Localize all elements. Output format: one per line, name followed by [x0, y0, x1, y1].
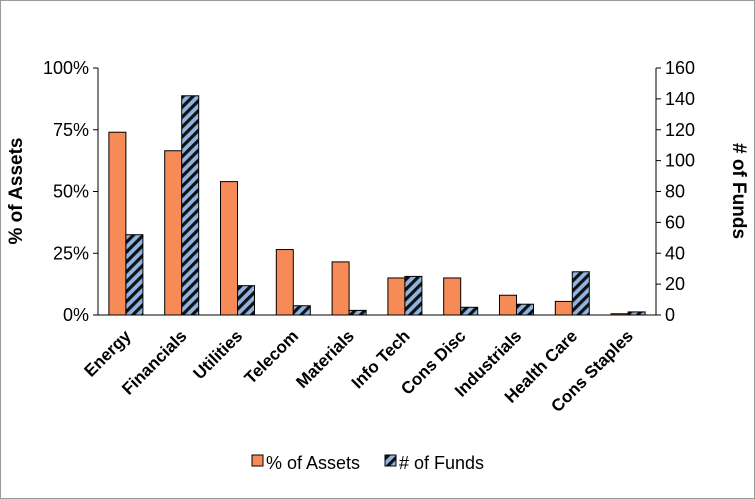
bar-assets-energy — [108, 131, 127, 316]
bar-funds-telecom — [292, 305, 311, 316]
y-axis-right-title: # of Funds — [728, 143, 749, 239]
y-axis-right-tick-label: 0 — [665, 305, 675, 325]
y-axis-right-tick-label: 120 — [665, 120, 695, 140]
bar-funds-info-tech — [404, 275, 423, 316]
y-axis-right-label: # of Funds — [728, 143, 749, 239]
y-axis-left-tick-label: 25% — [53, 243, 89, 263]
y-axis-right-tick-label: 100 — [665, 151, 695, 171]
bar-assets-materials — [331, 261, 350, 316]
legend-swatch-funds — [384, 454, 397, 467]
y-axis-left-tick-label: 50% — [53, 182, 89, 202]
x-axis-category-label: Materials — [292, 326, 358, 392]
bar-assets-health-care — [554, 300, 573, 316]
legend: % of Assets # of Funds — [251, 453, 484, 473]
bar-funds-materials — [348, 309, 367, 316]
bar-assets-financials — [164, 150, 183, 316]
x-axis-category-label: Utilities — [189, 326, 246, 383]
y-axis-right-tick-label: 80 — [665, 182, 685, 202]
legend-label-funds: # of Funds — [399, 453, 484, 473]
y-axis-left-tick-label: 75% — [53, 120, 89, 140]
y-axis-left-title: % of Assets — [6, 138, 27, 245]
bar-assets-industrials — [499, 294, 517, 316]
bar-funds-cons-disc — [460, 306, 479, 316]
bar-funds-industrials — [516, 303, 534, 316]
y-axis-right-tick-label: 60 — [665, 212, 685, 232]
x-axis-category-label: Energy — [81, 326, 136, 381]
y-axis-right-tick-label: 140 — [665, 89, 695, 109]
y-axis-right-tick-label: 160 — [665, 58, 695, 78]
y-axis-left-label: % of Assets — [6, 138, 27, 245]
bar-funds-utilities — [237, 285, 255, 316]
bar-assets-info-tech — [387, 277, 406, 316]
y-axis-left-tick-label: 0% — [63, 305, 89, 325]
y-axis-right-tick-label: 20 — [665, 274, 685, 294]
bar-assets-utilities — [220, 181, 238, 316]
legend-swatch-assets — [251, 454, 264, 467]
plot-area: 0% 25% 50% 75% 100% 0 20 40 60 80 100 120 140 160 Ener… — [43, 58, 695, 416]
y-axis-right-tick-label: 40 — [665, 243, 685, 263]
bar-funds-health-care — [571, 271, 590, 316]
y-axis-left-tick-label: 100% — [43, 58, 89, 78]
legend-label-assets: % of Assets — [266, 453, 360, 473]
bar-funds-financials — [181, 95, 200, 316]
bar-assets-telecom — [275, 249, 294, 316]
bar-funds-energy — [125, 234, 144, 316]
bar-assets-cons-disc — [443, 277, 462, 316]
